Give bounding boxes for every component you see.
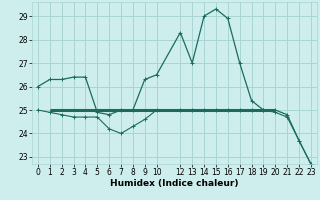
- X-axis label: Humidex (Indice chaleur): Humidex (Indice chaleur): [110, 179, 239, 188]
